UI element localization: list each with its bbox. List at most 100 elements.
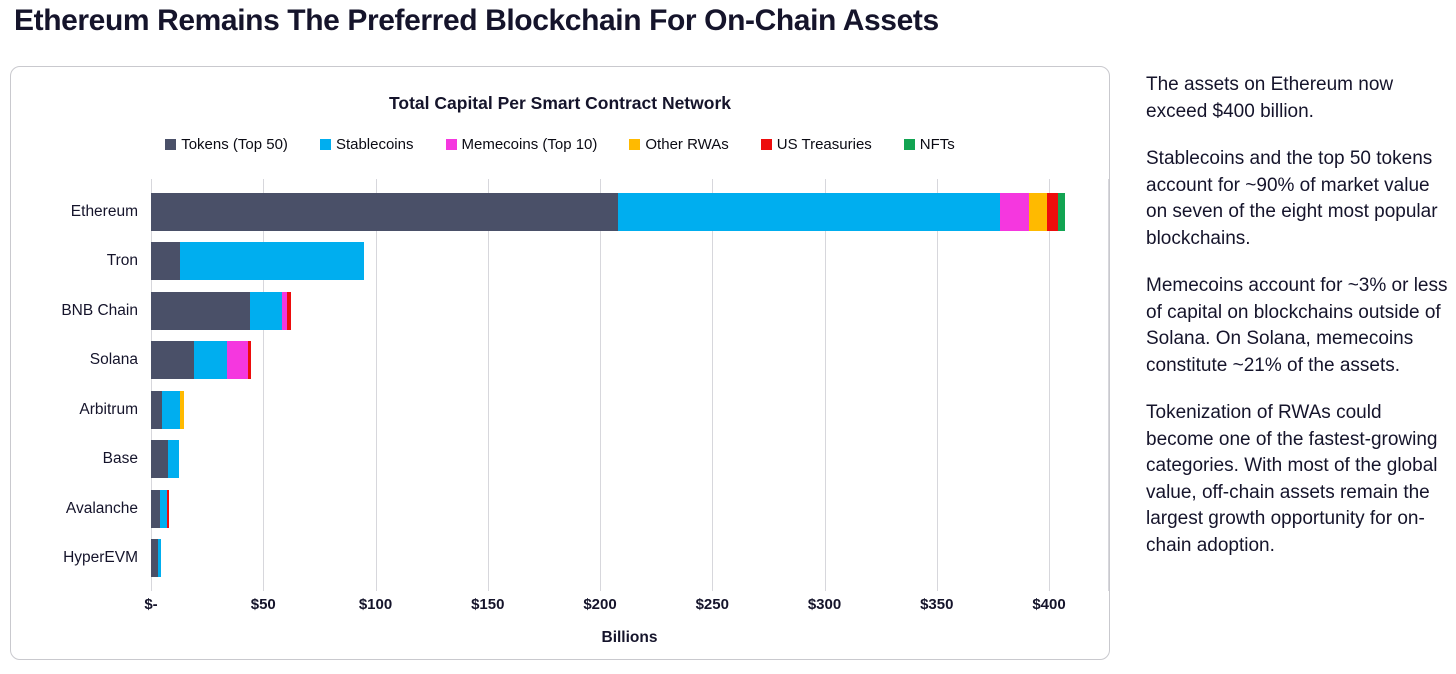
bar-segment (617, 192, 1000, 231)
bar-row: Solana (90, 336, 1108, 386)
bar-segment (227, 341, 248, 380)
bar-segment (1028, 192, 1047, 231)
bar-segment (151, 192, 618, 231)
category-label: Arbitrum (79, 400, 138, 418)
commentary-column: The assets on Ethereum now exceed $400 b… (1146, 72, 1454, 580)
legend-label: Memecoins (Top 10) (461, 136, 598, 153)
grid-line (151, 179, 152, 591)
x-axis-tick-labels: $- $50 $100 $150 $200 $250 $300 $350 $400 (144, 591, 1108, 617)
plot-area: Ethereum Tron BNB Chain Solana Arbitrum Base A… (61, 179, 1109, 591)
bar-segment (193, 341, 228, 380)
grid-line (263, 179, 265, 591)
gridlines (151, 179, 1109, 591)
legend-swatch-icon (903, 139, 915, 150)
bar-segment (151, 341, 194, 380)
bar-segment (151, 291, 250, 330)
legend-item: NFTs (903, 136, 955, 153)
category-label: BNB Chain (61, 301, 138, 319)
category-label: Avalanche (65, 499, 138, 517)
bar-row: BNB Chain (61, 286, 1108, 336)
legend-swatch-icon (319, 139, 331, 150)
chart-legend: Tokens (Top 50) Stablecoins Memecoins (Top… (11, 136, 1109, 153)
legend-label: Stablecoins (335, 136, 414, 153)
bar-row: Avalanche (66, 484, 1108, 534)
legend-item: Stablecoins (319, 136, 414, 153)
category-label: Ethereum (70, 202, 138, 220)
bar-segment (151, 440, 168, 479)
bar-row: Ethereum (71, 187, 1108, 237)
x-tick-label: $200 (583, 596, 617, 613)
bar-rows: Ethereum Tron BNB Chain Solana Arbitrum Base A… (61, 179, 1108, 591)
grid-line (1108, 179, 1109, 591)
legend-swatch-icon (445, 139, 457, 150)
stacked-bar (151, 539, 162, 578)
commentary-paragraph: Memecoins account for ~3% or less of cap… (1146, 275, 1448, 376)
bar-segment (286, 291, 292, 330)
grid-line (487, 179, 489, 591)
stacked-bar (151, 440, 180, 479)
legend-item: Tokens (Top 50) (165, 136, 288, 153)
bar-row: Arbitrum (79, 385, 1108, 435)
bar-segment (247, 341, 251, 380)
x-tick-label: $50 (250, 596, 276, 613)
stacked-bar (151, 489, 169, 528)
x-tick-label: $150 (471, 596, 505, 613)
legend-item: US Treasuries (760, 136, 872, 153)
x-tick-label: $100 (358, 596, 393, 613)
bar-segment (180, 242, 365, 281)
bar-row: Base (103, 435, 1108, 485)
bar-segment (249, 291, 283, 330)
grid-line (824, 179, 826, 591)
stacked-bar (151, 341, 251, 380)
legend-item: Memecoins (Top 10) (445, 136, 598, 153)
bar-segment (999, 192, 1029, 231)
legend-item: Other RWAs (629, 136, 729, 153)
bar-row: HyperEVM (63, 534, 1108, 584)
grid-line (712, 179, 714, 591)
bar-segment (1057, 192, 1065, 231)
legend-swatch-icon (760, 139, 772, 150)
bar-segment (151, 539, 158, 578)
x-tick-label: $250 (695, 596, 729, 613)
category-label: HyperEVM (63, 549, 138, 567)
commentary-paragraph: Stablecoins and the top 50 tokens accoun… (1146, 148, 1438, 249)
stacked-bar (151, 242, 365, 281)
bar-segment (1046, 192, 1058, 231)
legend-label: US Treasuries (776, 136, 872, 153)
x-tick-label: $400 (1032, 596, 1066, 613)
legend-label: Other RWAs (645, 136, 729, 153)
legend-swatch-icon (629, 139, 641, 150)
chart-panel: Total Capital Per Smart Contract Network… (10, 66, 1110, 660)
bar-segment (151, 489, 160, 528)
bar-segment (166, 489, 169, 528)
x-tick-label: $- (144, 596, 158, 613)
bar-segment (151, 390, 163, 429)
page-title: Ethereum Remains The Preferred Blockchai… (14, 4, 939, 37)
commentary-paragraph: The assets on Ethereum now exceed $400 b… (1146, 74, 1394, 122)
bar-row: Tron (107, 237, 1108, 287)
legend-swatch-icon (165, 139, 177, 150)
bar-segment (151, 242, 181, 281)
category-label: Tron (106, 252, 138, 270)
x-axis-title: Billions (601, 629, 658, 646)
legend-label: NFTs (919, 136, 955, 153)
category-label: Solana (89, 351, 138, 369)
x-tick-label: $300 (807, 596, 842, 613)
legend-label: Tokens (Top 50) (181, 136, 288, 153)
bar-segment (159, 489, 167, 528)
x-tick-label: $350 (920, 596, 954, 613)
chart-title: Total Capital Per Smart Contract Network (389, 93, 731, 113)
stacked-bar (151, 390, 184, 429)
bar-segment (167, 440, 180, 479)
category-label: Base (102, 450, 138, 468)
bar-segment (180, 390, 184, 429)
bar-segment (162, 390, 181, 429)
grid-line (936, 179, 938, 591)
grid-line (375, 179, 377, 591)
bar-segment (157, 539, 162, 578)
commentary-paragraph: Tokenization of RWAs could become one of… (1146, 402, 1438, 556)
grid-line (1049, 179, 1050, 591)
bar-segment (282, 291, 287, 330)
grid-line (600, 179, 601, 591)
stacked-bar (151, 192, 1065, 231)
